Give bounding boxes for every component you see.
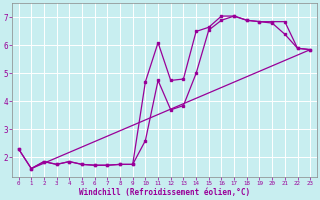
X-axis label: Windchill (Refroidissement éolien,°C): Windchill (Refroidissement éolien,°C) [79, 188, 250, 197]
